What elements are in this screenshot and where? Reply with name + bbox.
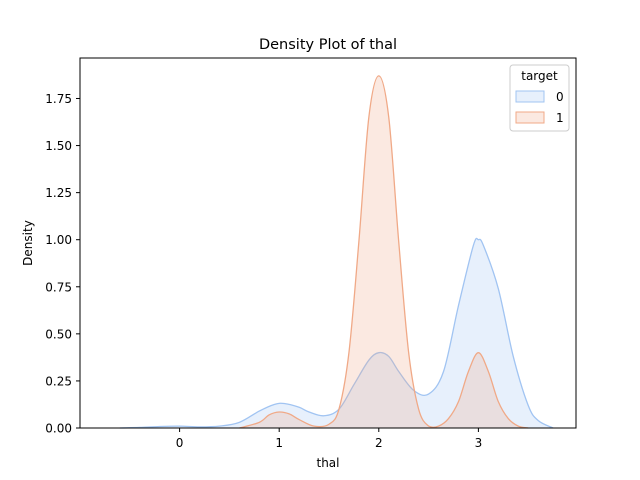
chart-title: Density Plot of thal [259,37,397,53]
x-tick-label-3: 3 [475,436,483,450]
series-0-line [119,237,554,429]
x-tick-label-2: 2 [375,436,383,450]
legend-swatch-1 [515,111,545,124]
legend-label-1: 1 [556,111,564,125]
legend-entries: 01 [515,90,564,125]
plot-frame [79,57,577,429]
series-layer [119,75,554,429]
legend: target 01 [509,64,570,132]
legend-label-0: 0 [556,90,564,104]
y-tick-label-3: 0.75 [45,280,72,294]
y-tick-label-7: 1.75 [45,92,72,106]
x-tick-label-1: 1 [275,436,283,450]
legend-box [509,64,570,132]
y-tick-label-0: 0.00 [45,422,72,436]
axes-layer: 0 1 2 3 0.00 0.25 0.50 0.75 1.00 1.25 1.50 1.75 [45,92,482,450]
y-tick-label-5: 1.25 [45,186,72,200]
x-axis-label: thal [317,456,340,470]
y-axis-label: Density [21,220,35,266]
x-tick-label-0: 0 [176,436,184,450]
series-1-line [239,75,529,429]
series-1-area [239,75,529,428]
series-0-area [119,238,554,428]
y-tick-label-2: 0.50 [45,327,72,341]
y-tick-label-6: 1.50 [45,139,72,153]
legend-swatch-0 [515,90,545,103]
y-tick-label-4: 1.00 [45,233,72,247]
legend-title: target [521,69,558,83]
y-tick-label-1: 0.25 [45,374,72,388]
